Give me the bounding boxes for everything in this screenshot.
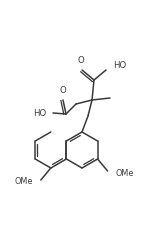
Text: O: O	[60, 86, 66, 95]
Text: HO: HO	[113, 61, 126, 70]
Text: O: O	[78, 56, 84, 65]
Text: OMe: OMe	[14, 178, 33, 187]
Text: OMe: OMe	[116, 169, 134, 178]
Text: HO: HO	[33, 108, 46, 117]
